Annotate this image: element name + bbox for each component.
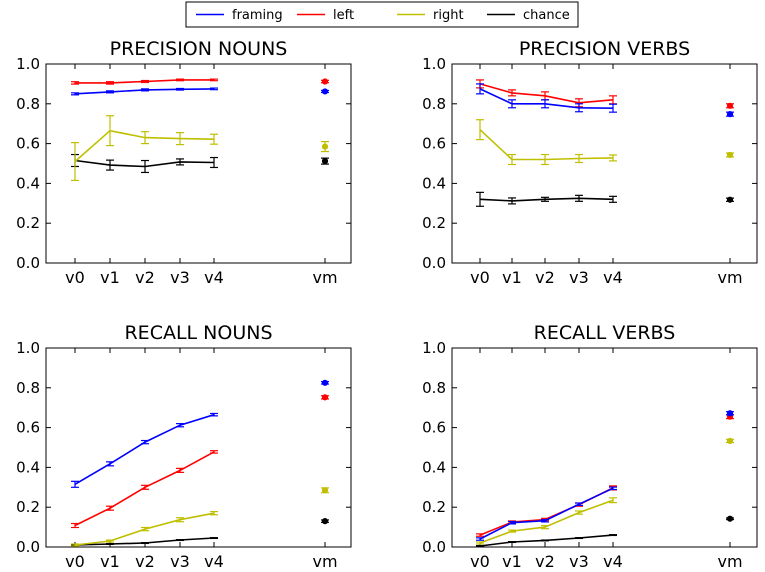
y-tick-label: 0.4	[16, 174, 40, 192]
vm-point-framing	[726, 111, 734, 118]
vm-point-chance	[726, 515, 734, 522]
plot-frame	[45, 63, 352, 264]
chart-title: RECALL VERBS	[534, 322, 676, 344]
series-right	[476, 437, 734, 545]
x-tick-label: v0	[470, 268, 490, 287]
x-tick-label: vm	[717, 552, 742, 571]
y-tick-label: 0.6	[422, 419, 446, 437]
series-left	[476, 413, 734, 537]
y-tick-label: 1.0	[422, 339, 446, 357]
y-tick-label: 0.2	[16, 214, 40, 232]
y-tick-label: 0.0	[422, 254, 446, 272]
legend-label-framing: framing	[232, 8, 283, 23]
y-tick-label: 0.6	[16, 135, 40, 153]
vm-point-left	[321, 78, 329, 85]
x-tick-label: vm	[717, 268, 742, 287]
chart-title: PRECISION VERBS	[519, 38, 690, 60]
x-tick-label: v3	[569, 552, 589, 571]
y-tick-label: 0.2	[16, 498, 40, 516]
y-tick-label: 0.0	[16, 538, 40, 556]
plot-frame	[451, 347, 758, 548]
x-tick-label: v0	[65, 268, 85, 287]
x-tick-label: v4	[204, 268, 224, 287]
y-tick-label: 0.0	[16, 254, 40, 272]
series-line-framing	[74, 413, 215, 485]
y-tick-label: 0.4	[16, 458, 40, 476]
plot-frame	[45, 347, 352, 548]
series-right	[71, 487, 329, 547]
vm-point-chance	[726, 196, 734, 203]
legend-label-chance: chance	[523, 8, 570, 23]
series-line-framing	[479, 487, 614, 540]
x-tick-label: v2	[135, 552, 155, 571]
y-tick-label: 0.6	[16, 419, 40, 437]
vm-point-chance	[321, 158, 329, 165]
series-framing	[71, 379, 329, 488]
y-tick-label: 0.6	[422, 135, 446, 153]
y-tick-label: 1.0	[16, 55, 40, 73]
vm-point-framing	[321, 88, 329, 95]
chart-panel-4: RECALL VERBS 0.0 0.2 0.4 0.6 0.8 1.0 v0 v1 v2 v3 v4…	[422, 322, 758, 571]
legend: framing left right chance	[185, 1, 579, 28]
y-tick-label: 0.2	[422, 214, 446, 232]
legend-label-left: left	[333, 8, 354, 23]
vm-point-right	[321, 143, 329, 150]
x-tick-label: vm	[312, 268, 337, 287]
vm-point-chance	[321, 518, 329, 525]
x-tick-label: v2	[135, 268, 155, 287]
series-chance	[476, 191, 734, 207]
series-left	[71, 394, 329, 529]
panels: PRECISION NOUNS 0.0 0.2 0.4 0.6 0.8 1.0 v0 v1 v2 v…	[16, 38, 758, 571]
y-tick-label: 1.0	[422, 55, 446, 73]
y-tick-label: 0.8	[422, 379, 446, 397]
y-tick-label: 0.2	[422, 498, 446, 516]
series-framing	[476, 410, 734, 541]
vm-point-framing	[726, 410, 734, 417]
vm-point-left	[321, 394, 329, 401]
series-line-chance	[479, 197, 614, 202]
series-left	[71, 78, 329, 85]
x-tick-label: v3	[170, 268, 190, 287]
series-right	[476, 119, 734, 166]
vm-point-right	[321, 487, 329, 494]
x-tick-label: v2	[535, 552, 555, 571]
y-tick-label: 0.4	[422, 174, 446, 192]
chart-title: RECALL NOUNS	[124, 322, 272, 344]
plot-frame	[451, 63, 758, 264]
x-tick-label: v3	[569, 268, 589, 287]
y-tick-label: 0.0	[422, 538, 446, 556]
x-tick-label: v2	[535, 268, 555, 287]
x-tick-label: v1	[502, 268, 522, 287]
y-tick-label: 0.8	[422, 95, 446, 113]
series-chance	[476, 515, 734, 548]
series-chance	[71, 153, 329, 174]
series-framing	[71, 87, 329, 96]
vm-point-right	[726, 151, 734, 159]
x-tick-label: v1	[502, 552, 522, 571]
y-tick-label: 0.4	[422, 458, 446, 476]
x-tick-label: v4	[204, 552, 224, 571]
chart-title: PRECISION NOUNS	[110, 38, 288, 60]
vm-point-right	[726, 437, 734, 445]
vm-point-left	[726, 102, 734, 109]
y-tick-label: 0.8	[16, 379, 40, 397]
series-framing	[476, 83, 734, 118]
x-tick-label: v0	[65, 552, 85, 571]
x-tick-label: v4	[603, 268, 623, 287]
y-tick-label: 1.0	[16, 339, 40, 357]
chart-panel-3: RECALL NOUNS 0.0 0.2 0.4 0.6 0.8 1.0 v0 v1 v2 v3 v4…	[16, 322, 352, 571]
y-tick-label: 0.8	[16, 95, 40, 113]
legend-label-right: right	[433, 8, 464, 23]
x-tick-label: v4	[603, 552, 623, 571]
x-tick-label: v3	[170, 552, 190, 571]
x-tick-label: v0	[470, 552, 490, 571]
x-tick-label: vm	[312, 552, 337, 571]
series-right	[71, 115, 329, 182]
chart-panel-2: PRECISION VERBS 0.0 0.2 0.4 0.6 0.8 1.0 v0 v1 v2 v…	[422, 38, 758, 287]
x-tick-label: v1	[100, 268, 120, 287]
chart-panel-1: PRECISION NOUNS 0.0 0.2 0.4 0.6 0.8 1.0 v0 v1 v2 v…	[16, 38, 352, 287]
x-tick-label: v1	[100, 552, 120, 571]
vm-point-framing	[321, 379, 329, 386]
